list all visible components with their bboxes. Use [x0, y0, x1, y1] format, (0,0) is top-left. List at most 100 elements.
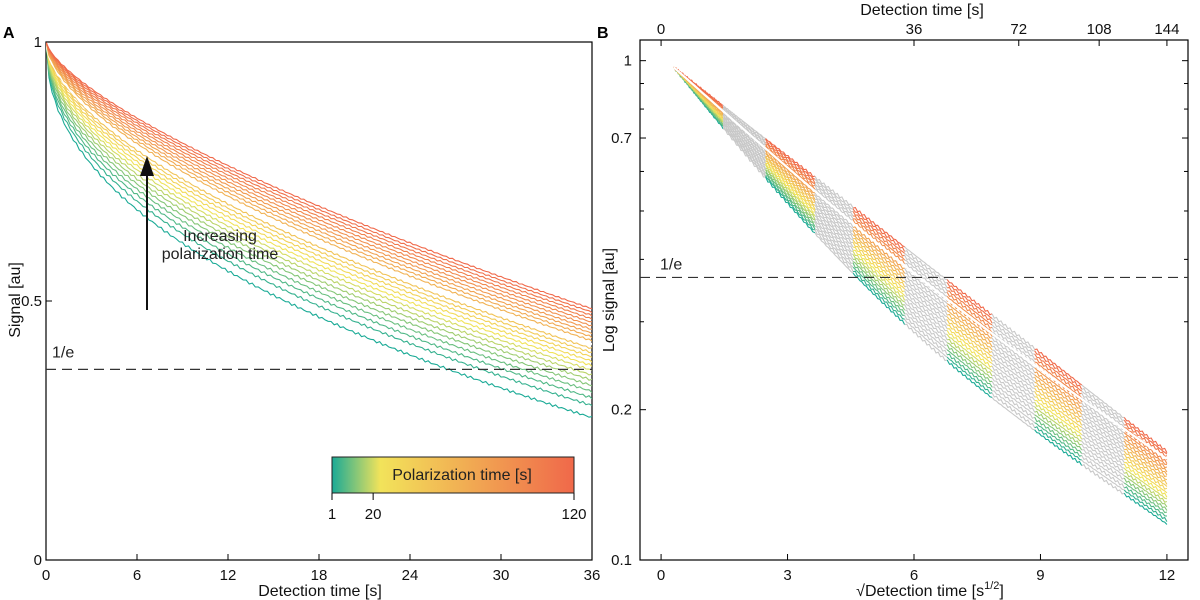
panel-b-series-line [1034, 367, 1082, 404]
panel-b-series-line [1034, 429, 1083, 466]
panel-b-series-line [947, 287, 993, 324]
panel-b-series-line [1124, 445, 1168, 478]
panel-a-series-line [46, 42, 592, 358]
panel-b-series-line [1081, 464, 1125, 495]
panel-b-series-line [1081, 429, 1125, 463]
panel-b-series-line [852, 239, 906, 288]
panel-b-series-line [814, 201, 854, 236]
panel-b-series-line [991, 349, 1036, 383]
panel-a-series-line [46, 42, 592, 323]
panel-b-series-line [1081, 459, 1125, 491]
panel-a-series-line [46, 42, 592, 371]
panel-b: B 1/e 0 3 6 9 12 0 36 72 108 144 0.10.20.71 Dete… [597, 2, 1189, 600]
panel-b-series-line [904, 277, 948, 316]
panel-b-series-line [946, 279, 993, 316]
panel-b-y-tick-label: 0.2 [611, 402, 632, 419]
panel-b-series-line [904, 304, 948, 344]
panel-a-x-tick-label: 12 [220, 567, 237, 584]
panel-b-series-line [1034, 350, 1083, 390]
panel-b-series-line [1124, 471, 1168, 503]
panel-b-series-line [904, 288, 948, 326]
panel-b-series-line [722, 117, 767, 164]
panel-b-series-line [991, 341, 1036, 376]
panel-b-series-line [1034, 358, 1082, 395]
panel-b-series-line [1034, 414, 1083, 451]
panel-b-series-line [1034, 417, 1083, 454]
panel-b-series-line [946, 319, 993, 357]
panel-b-y-axis-label: Log signal [au] [601, 248, 618, 352]
panel-b-series-line [1123, 467, 1168, 500]
panel-b-series-line [904, 323, 948, 362]
panel-b-series-line [765, 139, 816, 180]
panel-b-x-axis-label-sup: 1/2 [984, 580, 999, 592]
panel-b-series-line [765, 150, 816, 194]
panel-b-series-line [765, 175, 816, 230]
panel-b-series-line [814, 215, 854, 252]
panel-b-series-line [1081, 390, 1125, 426]
annotation-line-1: Increasing [183, 228, 257, 245]
panel-a-label: A [3, 25, 15, 42]
panel-a-y-tick-label: 0 [34, 552, 42, 569]
panel-b-series-line [814, 183, 854, 217]
panel-b-series-line [991, 324, 1036, 360]
panel-b-series-line [1123, 477, 1168, 511]
panel-a-x-tick-label: 24 [402, 567, 419, 584]
panel-b-series-line [853, 258, 905, 306]
increasing-arrow-head [140, 156, 154, 176]
panel-b-series-line [1081, 384, 1125, 418]
panel-b-series-line [814, 221, 854, 262]
panel-b-series-line [1081, 410, 1125, 443]
panel-a-series-line [46, 42, 592, 406]
panel-b-series-line [852, 228, 906, 274]
panel-b-series-line [1081, 405, 1125, 440]
panel-b-series-line [946, 344, 993, 383]
panel-b-series-line [1081, 449, 1125, 480]
panel-b-series-line [814, 188, 854, 221]
panel-b-series-line [947, 313, 993, 351]
panel-b-series-line [1081, 415, 1125, 451]
panel-b-y-ticks: 0.1 0.2 0.7 1 [611, 53, 1188, 569]
panel-b-series-line [765, 144, 816, 187]
panel-b-series-line [814, 194, 854, 230]
panel-a-x-axis-label: Detection time [s] [258, 583, 382, 600]
panel-b-series-line [722, 106, 767, 146]
panel-b-series-line [946, 303, 993, 339]
panel-a-y-tick-label: 0.5 [21, 293, 42, 310]
panel-b-series-line [946, 359, 993, 398]
panel-b-series-line [904, 250, 948, 284]
panel-b-series-line [853, 218, 906, 261]
panel-b-series-line [1123, 453, 1168, 487]
panel-b-series-line [904, 295, 948, 332]
panel-a-series-line [46, 42, 592, 342]
panel-b-x-axis-label: √Detection time [s1/2] [856, 580, 1004, 600]
panel-b-series-line [814, 208, 854, 244]
panel-b-series-line [904, 313, 948, 351]
panel-b-series-line [765, 172, 816, 227]
panel-b-series-line [1034, 422, 1082, 457]
panel-a-series-line [46, 42, 592, 418]
panel-b-series-line [1123, 417, 1168, 453]
panel-b-series-line [904, 299, 948, 335]
panel-a-y-axis-label: Signal [au] [7, 262, 24, 338]
panel-b-y-tick-label: 0.7 [611, 130, 632, 147]
panel-b-series-line [1081, 455, 1125, 489]
panel-b-series-line [946, 316, 993, 353]
panel-b-series-line [853, 215, 905, 257]
panel-b-series-line [852, 230, 906, 277]
panel-b-series-line [946, 305, 993, 342]
panel-b-series-line [765, 155, 816, 202]
panel-b-series-line [814, 178, 854, 210]
panel-b-series-line [946, 356, 993, 394]
panel-b-series-line [1081, 419, 1125, 452]
panel-b-series-line [904, 254, 948, 292]
panel-b-series-line [991, 337, 1036, 374]
panel-a-series-line [46, 42, 592, 346]
panel-b-series-line [765, 145, 816, 190]
panel-b-series-line [1124, 486, 1167, 517]
panel-b-top-x-tick-label: 0 [657, 21, 665, 38]
panel-b-series-line [1034, 410, 1082, 446]
panel-b-series-line [852, 208, 906, 252]
panel-b-series-line [946, 342, 993, 379]
panel-b-series-line [904, 267, 948, 305]
panel-b-series-line [904, 275, 948, 311]
